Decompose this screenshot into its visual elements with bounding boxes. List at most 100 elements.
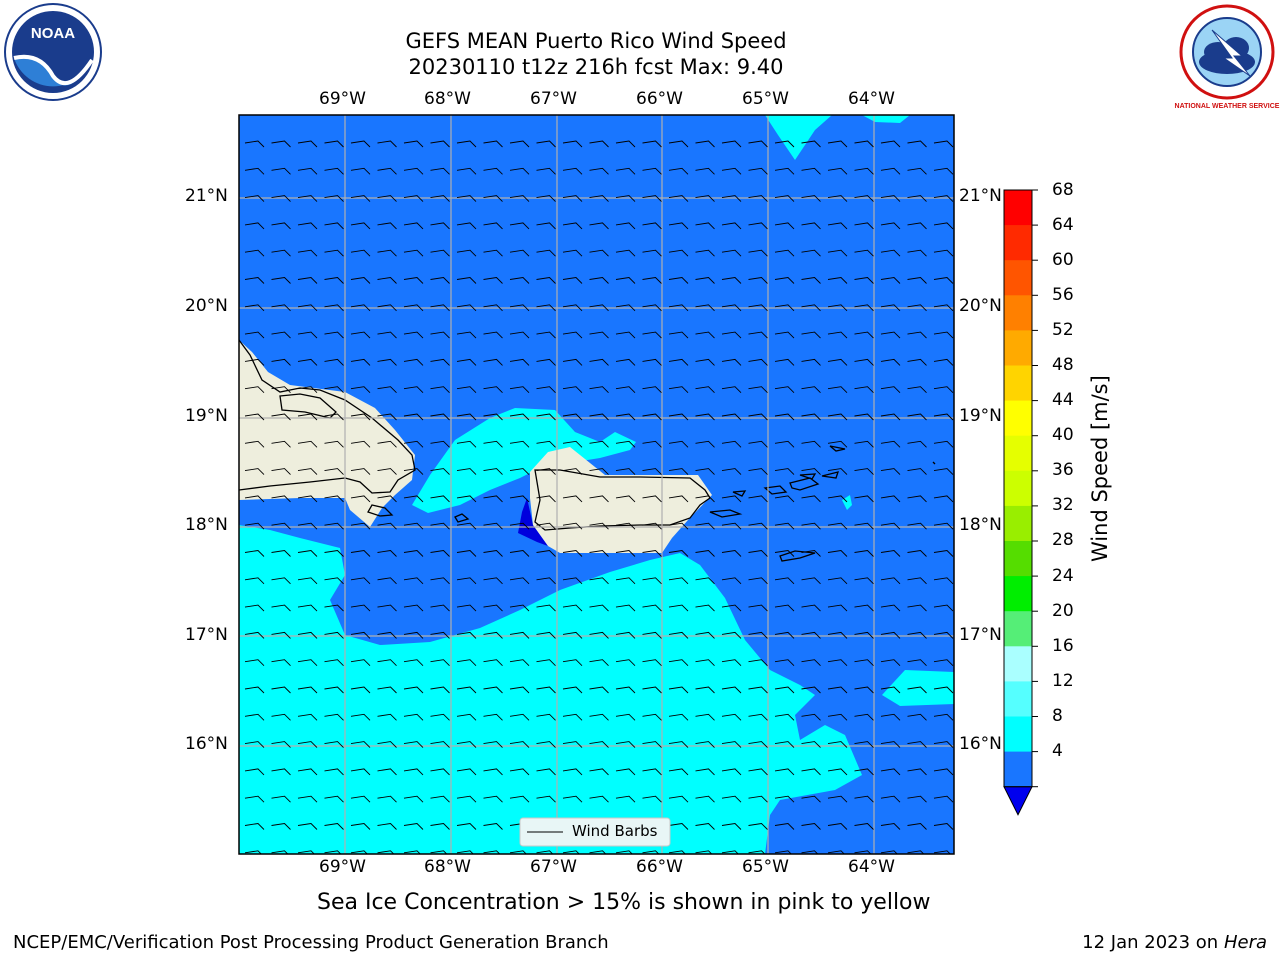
- wind-barb: [880, 277, 901, 284]
- wind-barb: [589, 577, 609, 585]
- wind-barb: [615, 195, 636, 202]
- wind-barb: [562, 386, 583, 394]
- wind-barb: [907, 823, 927, 830]
- wind-barb: [350, 386, 371, 394]
- wind-barb: [430, 386, 450, 394]
- wind-barb: [456, 304, 477, 312]
- wind-barb: [456, 468, 477, 475]
- noaa-logo-text: NOAA: [31, 25, 75, 42]
- wind-barb: [748, 823, 768, 830]
- wind-barb: [483, 331, 503, 339]
- wind-barb: [483, 358, 503, 366]
- wind-barb: [244, 577, 265, 585]
- wind-barb: [854, 741, 874, 748]
- wind-barb: [854, 222, 874, 230]
- wind-barb: [350, 659, 371, 667]
- wind-barb: [642, 249, 662, 257]
- wind-barb: [748, 713, 768, 721]
- wind-barb: [244, 440, 265, 448]
- wind-barb: [509, 550, 530, 557]
- wind-barb: [536, 604, 556, 612]
- colorbar-tick: 16: [1052, 636, 1074, 656]
- wind-barb: [748, 249, 768, 257]
- wind-barb: [297, 222, 318, 230]
- wind-barb: [961, 660, 980, 666]
- colorbar-segment: [1004, 751, 1032, 788]
- wind-barb: [297, 195, 318, 202]
- wind-barb: [695, 768, 715, 776]
- wind-barb: [456, 222, 477, 230]
- wind-barb: [324, 468, 344, 475]
- wind-barb: [827, 386, 848, 394]
- wind-barb: [271, 713, 291, 721]
- title-line-2: 20230110 t12z 216h fcst Max: 9.40: [408, 55, 784, 79]
- wind-barb: [642, 304, 662, 312]
- wind-barb: [827, 577, 848, 585]
- wind-8-12-north-region: [765, 115, 832, 160]
- wind-barb: [615, 222, 636, 230]
- wind-barb: [377, 440, 397, 448]
- wind-barb: [509, 277, 530, 284]
- wind-barb: [483, 659, 503, 667]
- wind-barb: [377, 713, 397, 721]
- wind-barb: [430, 304, 450, 312]
- wind-barb: [615, 550, 636, 557]
- wind-barb: [880, 686, 901, 694]
- wind-barb: [430, 277, 450, 284]
- wind-barb: [801, 358, 821, 366]
- wind-barb: [907, 659, 927, 667]
- wind-barb: [562, 577, 583, 585]
- wind-barb: [907, 577, 927, 585]
- wind-barb: [456, 850, 474, 854]
- wind-barb: [324, 304, 344, 312]
- wind-barb: [854, 195, 874, 202]
- wind-barb: [748, 631, 768, 639]
- wind-barb: [801, 304, 821, 312]
- lon-label-bottom: 66°W: [636, 857, 683, 877]
- wind-barb: [403, 550, 424, 557]
- wind-barb: [297, 522, 318, 530]
- wind-barb: [589, 386, 609, 394]
- wind-barb: [244, 495, 265, 503]
- wind-barb: [562, 768, 583, 776]
- wind-barb: [642, 713, 662, 721]
- wind-barb: [695, 823, 715, 830]
- wind-barb: [695, 850, 713, 854]
- wind-barb: [271, 741, 291, 748]
- wind-barb: [933, 522, 954, 530]
- wind-barb: [377, 631, 397, 639]
- footer-date: 12 Jan 2023 on: [1082, 932, 1224, 953]
- wind-barb: [244, 195, 265, 202]
- wind-barb: [244, 277, 265, 284]
- wind-barb: [297, 386, 318, 394]
- wind-barb: [271, 386, 291, 394]
- wind-barb: [456, 604, 477, 612]
- wind-barb: [589, 304, 609, 312]
- wind-barb: [483, 277, 503, 284]
- wind-barb: [854, 604, 874, 612]
- wind-barb: [324, 550, 344, 557]
- wind-barb: [854, 249, 874, 257]
- wind-8-12-east-region: [882, 670, 954, 706]
- wind-barb: [297, 304, 318, 312]
- wind-barb: [695, 577, 715, 585]
- wind-barb: [801, 768, 821, 776]
- wind-barb: [748, 195, 768, 202]
- wind-barb: [642, 577, 662, 585]
- wind-barb: [695, 795, 715, 803]
- wind-barb: [827, 659, 848, 667]
- wind-barb: [668, 222, 689, 230]
- wind-barb: [324, 713, 344, 721]
- colorbar-tick: 32: [1052, 495, 1074, 515]
- wind-barb: [854, 440, 874, 448]
- wind-barb: [456, 167, 477, 175]
- wind-barb: [562, 304, 583, 312]
- wind-barb: [827, 522, 848, 530]
- wind-barb: [615, 768, 636, 776]
- wind-barb: [377, 741, 397, 748]
- wind-barb: [324, 440, 344, 448]
- wind-barb: [907, 631, 927, 639]
- wind-barb: [456, 331, 477, 339]
- wind-barb: [854, 550, 874, 557]
- wind-barb: [668, 850, 686, 854]
